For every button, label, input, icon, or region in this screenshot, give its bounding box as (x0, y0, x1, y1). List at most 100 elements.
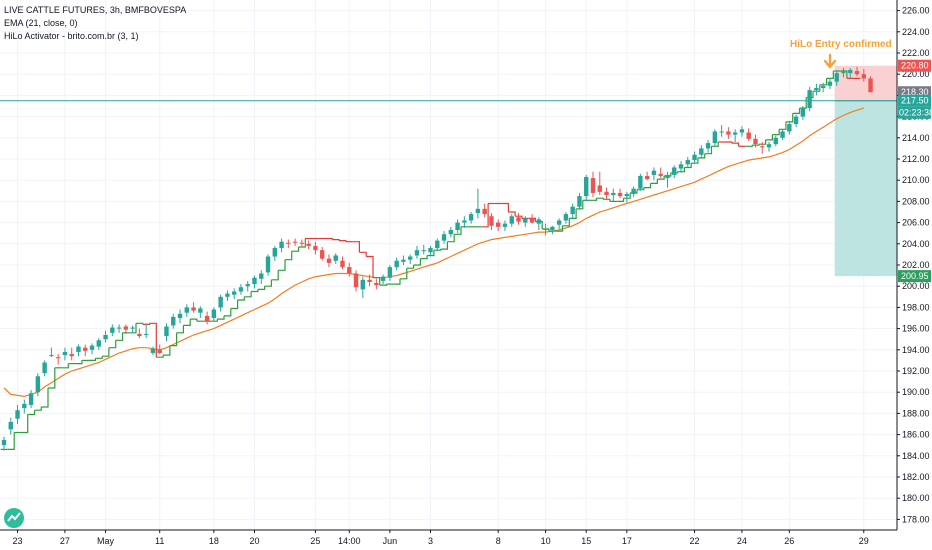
candle-body (306, 243, 311, 246)
tradingview-logo-icon[interactable] (4, 508, 24, 528)
hilo-segment (183, 319, 191, 326)
candle (712, 129, 718, 147)
candle-body (624, 193, 630, 197)
candle-body (861, 74, 866, 79)
candle (184, 304, 189, 317)
price-axis[interactable]: 178.00 180.00 182.00 184.00 186.00 188.00 190.… (896, 0, 930, 530)
candle (1, 436, 7, 451)
candle-body (699, 148, 704, 155)
candle-body (360, 279, 366, 290)
candle (191, 302, 196, 313)
candle (665, 171, 670, 188)
candle (529, 214, 535, 224)
candle-body (394, 260, 399, 268)
candle (204, 311, 210, 325)
hilo-segment (555, 225, 564, 232)
hilo-segment (271, 270, 279, 281)
candle (428, 245, 433, 257)
candle (374, 278, 379, 290)
candle-body (584, 177, 589, 197)
candle-body (49, 355, 54, 357)
hilo-segment (616, 198, 625, 202)
candle (577, 192, 582, 210)
candle (218, 294, 223, 312)
candle (638, 173, 643, 191)
candle (766, 142, 772, 152)
x-tick-label: 18 (209, 536, 219, 546)
candle-body (96, 340, 101, 347)
candle-body (773, 137, 778, 145)
candle-body (435, 240, 440, 249)
hilo-segment (813, 84, 821, 92)
candle (272, 245, 277, 261)
candle-body (326, 258, 332, 263)
hilo-segment (697, 153, 706, 159)
hilo-segment (819, 78, 828, 86)
candle (198, 306, 203, 318)
candle-body (286, 242, 291, 244)
hilo-segment (501, 202, 509, 212)
position-zones[interactable] (834, 65, 897, 277)
hilo-segment (298, 238, 306, 248)
candle-body (475, 208, 481, 214)
x-tick-label: Jun (383, 536, 398, 546)
candle (563, 212, 569, 224)
y-tick-label: 208.00 (902, 196, 930, 206)
candle-body (42, 362, 47, 374)
candle-body (712, 131, 718, 144)
candle-body (611, 192, 616, 196)
hilo-segment (643, 183, 652, 189)
hilo-segment (163, 345, 171, 356)
target-zone (834, 100, 897, 277)
candle (861, 68, 866, 82)
candle (685, 156, 690, 168)
candle-body (739, 129, 745, 133)
hilo-segment (420, 255, 428, 260)
candle (164, 323, 169, 342)
candle (739, 126, 745, 137)
candle (225, 290, 230, 302)
hilo-segment (136, 322, 144, 325)
candle (543, 223, 548, 236)
candle-body (231, 291, 237, 295)
x-tick-label: 24 (737, 536, 747, 546)
candle (773, 135, 778, 147)
y-tick-label: 188.00 (902, 408, 930, 418)
candle (130, 325, 135, 333)
hilo-segment (373, 277, 381, 286)
candle (658, 167, 663, 179)
hilo-segment (440, 241, 448, 250)
candle-body (103, 334, 108, 340)
candle-body (509, 216, 514, 224)
y-tick-label: 222.00 (902, 48, 930, 58)
hilo-segment (257, 286, 266, 290)
candle (787, 120, 792, 135)
candle-body (543, 228, 548, 230)
candle-body (529, 218, 535, 223)
hilo-segment (569, 208, 577, 219)
hilo-segment (657, 176, 665, 180)
candle (631, 186, 636, 198)
time-axis[interactable]: 23 27 May 11 18 20 25 14:00 Jun 3 8 10 15 17 22 24 26 29 (0, 529, 897, 546)
candle (89, 343, 95, 355)
candle-body (184, 307, 189, 313)
hilo-segment (102, 347, 110, 357)
candle-body (489, 216, 494, 226)
hilo-segment (427, 250, 435, 257)
candle-body (766, 144, 772, 148)
candle (313, 241, 318, 255)
candle (590, 171, 596, 198)
candle (827, 78, 833, 90)
candle-body (841, 71, 846, 74)
candle-body (854, 71, 860, 75)
y-tick-label: 224.00 (902, 27, 930, 37)
ema-layer (3, 107, 864, 398)
candle (726, 127, 731, 139)
hilo-segment (339, 240, 347, 242)
hilo-segment (447, 234, 455, 243)
hilo-segment (156, 355, 164, 358)
candle (848, 67, 853, 79)
candle-body (638, 175, 643, 189)
